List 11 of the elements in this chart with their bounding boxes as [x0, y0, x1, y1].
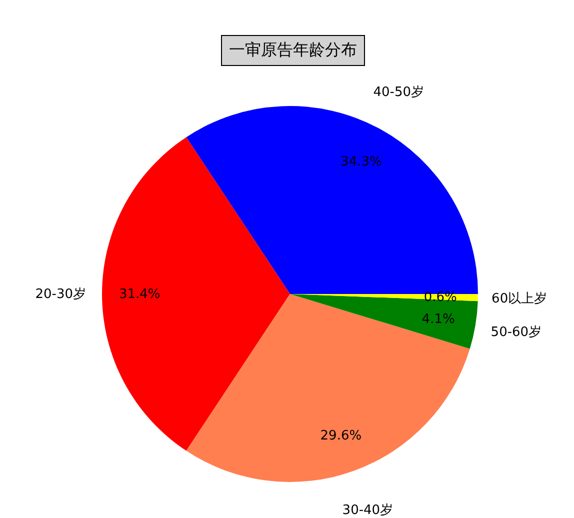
slice-label: 40-50岁 — [373, 84, 424, 100]
slice-label: 60以上岁 — [492, 291, 548, 306]
data-label: 31.4% — [118, 287, 160, 302]
data-label: 4.1% — [422, 312, 455, 327]
pie-slice — [102, 137, 290, 451]
slice-label: 30-40岁 — [342, 502, 394, 518]
data-label: 29.6% — [320, 428, 362, 444]
data-label: 34.3% — [340, 154, 382, 170]
slice-label: 20-30岁 — [35, 287, 86, 302]
slice-label: 50-60岁 — [490, 325, 542, 340]
chart-title: 一审原告年龄分布 — [221, 35, 365, 66]
